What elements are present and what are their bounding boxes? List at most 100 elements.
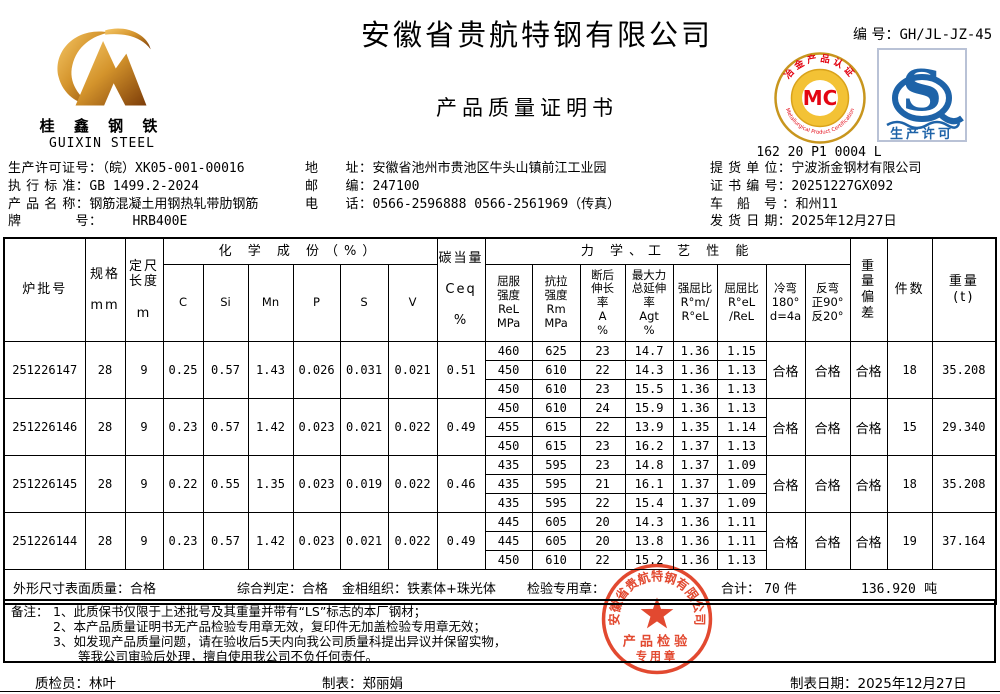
ship-date-line: 发 货 日 期：2025年12月27日 [710,213,921,231]
table-cell: 251226144 [3,512,86,570]
table-row: 251226147 28 9 0.25 0.57 1.43 0.026 0.031 0.021 0… [3,341,997,399]
bottom-rule [0,691,1000,692]
product-value: 钢筋混凝土用钢热轧带肋钢筋 [89,196,259,212]
table-cell: 15.9 [624,398,674,418]
col-header-rm: 抗拉 强度 Rm MPa [531,264,581,342]
phone-label: 电 话： [305,196,373,212]
table-cell: 595 [531,474,581,494]
table-cell: 251226145 [3,455,86,513]
table-cell: 14.8 [624,455,674,475]
license-no-line: 生产许可证号：（皖）XK05-001-00016 [8,160,258,178]
table-cell: 1.13 [716,436,767,456]
table-cell: 22 [579,550,626,570]
table-cell: 9 [124,398,164,456]
address-line: 地 址：安徽省池州市贵池区牛头山镇前江工业园 [305,160,620,178]
col-header-ceq: 碳当量 Ceq % [436,237,486,342]
table-row: 450 610 22 15.2 1.36 1.13 [4,550,996,570]
ship-date-value: 2025年12月27日 [791,214,897,230]
table-cell: 1.11 [716,531,767,551]
col-header-weight: 重量 (t) [931,237,997,342]
cert-no-value: 20251227GX092 [791,178,894,194]
cert-no-line: 证 书 编 号：20251227GX092 [710,178,921,196]
total-pieces: 合计： 70 件 [721,582,797,597]
table-cell: 0.019 [339,455,389,513]
table-cell: 28 [84,512,126,570]
table-cell: 0.22 [162,455,204,513]
cert-no-label: 证 书 编 号： [710,178,792,194]
license-value: （皖）XK05-001-00016 [102,161,245,176]
mc-letters: MC [803,86,838,110]
logo-text-en: GUIXIN STEEL [49,136,155,151]
overall-judgement: 综合判定：合格 [237,582,329,597]
table-cell: 29.340 [931,398,997,456]
surface-quality: 外形尺寸表面质量：合格 [13,582,157,597]
table-cell: 1.14 [716,417,767,437]
table-cell: 22 [579,493,626,513]
table-cell: 15 [886,398,933,456]
col-header-pieces: 件数 [886,237,933,342]
table-cell: 16.1 [624,474,674,494]
table-cell: 1.37 [672,455,718,475]
table-cell: 450 [484,436,533,456]
table-cell: 1.11 [716,512,767,532]
table-cell: 28 [84,455,126,513]
table-cell: 1.36 [672,550,718,570]
table-cell: 合格 [765,512,806,570]
remarks-lines: 1、此质保书仅限于上述批号及其重量并带有“LS”标志的本厂钢材； 2、本产品质量证… [53,604,506,664]
standard-value: GB 1499.2-2024 [89,178,199,194]
inspection-stamp-label: 检验专用章： [527,582,606,597]
table-cell: 18 [886,455,933,513]
table-cell: 1.09 [716,493,767,513]
table-cell: 615 [531,436,581,456]
table-cell: 610 [531,550,581,570]
table-cell: 610 [531,398,581,418]
remark-line: 3、如发现产品质量问题，请在验收后5天内向我公司质量科提出异议并保留实物， [53,634,507,649]
standard-line: 执 行 标 准：GB 1499.2-2024 [8,178,258,196]
table-cell: 1.36 [672,398,718,418]
quality-table: 炉批号 规格 mm 定尺 长度 m 化 学 成 份（%） 碳当量 Ceq % 力… [3,237,998,605]
table-cell: 24 [579,398,626,418]
table-cell: 0.23 [162,512,204,570]
table-cell: 0.022 [387,398,438,456]
table-cell: 251226147 [3,341,86,399]
group-header-mechanical: 力 学、工 艺 性 能 [484,237,851,265]
table-cell: 合格 [849,341,888,399]
qs-caption: 生产许可 [890,126,954,142]
col-header-weight-deviation: 重 量 偏 差 [849,237,888,342]
table-cell: 9 [124,455,164,513]
table-cell: 450 [484,360,533,380]
zip-line: 邮 编：247100 [305,178,620,196]
table-cell: 450 [484,379,533,399]
table-cell: 450 [484,550,533,570]
table-cell: 0.023 [292,398,341,456]
table-cell: 0.026 [292,341,341,399]
table-cell: 合格 [804,341,851,399]
table-cell: 合格 [765,455,806,513]
table-cell: 595 [531,455,581,475]
table-cell: 合格 [804,455,851,513]
table-cell: 0.57 [202,341,249,399]
mc-certification-icon: 冶金产品认证 Metallurgical Product Certificati… [774,52,866,144]
inspection-stamp-icon: 安徽省贵航特钢有限公司 产品检验 专用章 [601,563,713,675]
summary-strip: 外形尺寸表面质量：合格 综合判定：合格 金相组织：铁素体+珠光体 检验专用章： … [5,570,995,603]
logo-text-cn: 桂 鑫 钢 铁 [39,117,165,135]
table-cell: 0.031 [339,341,389,399]
table-cell: 合格 [765,341,806,399]
table-row: 251226144 28 9 0.23 0.57 1.42 0.023 0.021 0.022 0… [3,512,997,570]
address-value: 安徽省池州市贵池区牛头山镇前江工业园 [372,161,607,176]
table-cell: 625 [531,341,581,361]
product-label: 产 品 名 称： [8,196,90,212]
total-weight: 136.920 吨 [861,582,938,597]
table-cell: 460 [484,341,533,361]
table-row: 445 605 20 13.8 1.36 1.11 [4,531,996,551]
remark-line: 等我公司审验后处理，擅自使用我公司不负任何责任。 [53,649,379,664]
consignee-value: 宁波浙金钢材有限公司 [791,161,922,176]
col-header-agt: 最大力 总延伸 率 Agt % [624,264,674,342]
table-cell: 0.23 [162,398,204,456]
table-cell: 合格 [849,455,888,513]
table-cell: 9 [124,341,164,399]
table-cell: 1.09 [716,455,767,475]
table-cell: 1.35 [672,417,718,437]
col-header-cold-bend: 冷弯 180° d=4a [765,264,806,342]
table-cell: 37.164 [931,512,997,570]
